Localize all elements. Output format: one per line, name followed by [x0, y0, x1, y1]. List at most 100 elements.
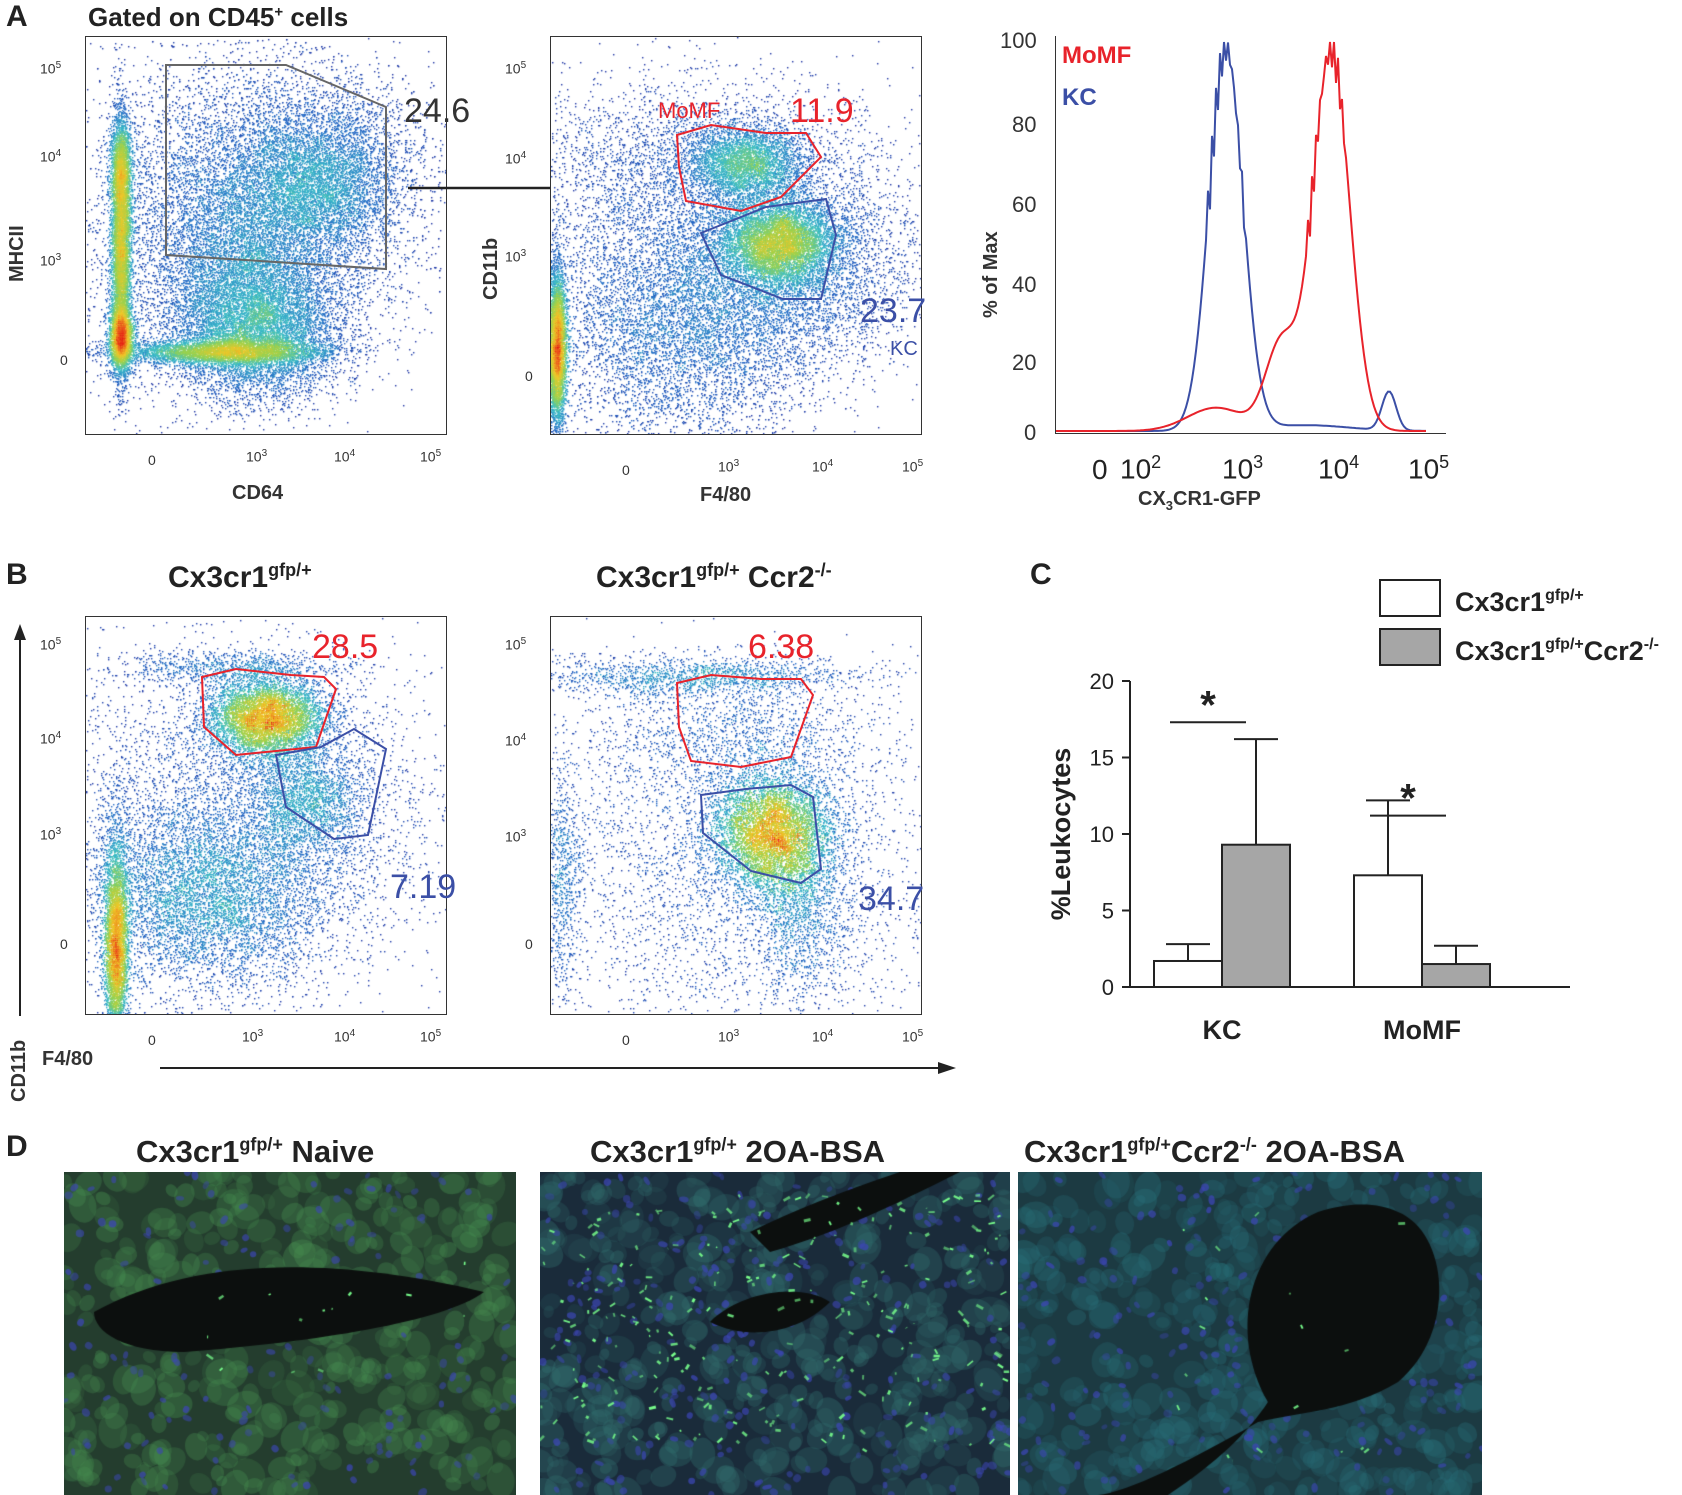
ytick: 0 — [525, 936, 533, 952]
density-scatter — [86, 617, 446, 1014]
ytick: 0 — [525, 368, 533, 384]
xtick: 0 — [148, 452, 156, 468]
panel-letter-a: A — [6, 0, 28, 33]
panel-letter-d: D — [6, 1130, 28, 1163]
y-tick-label: 15 — [1090, 746, 1114, 771]
xtick: 105 — [420, 1028, 442, 1045]
category-label: KC — [1203, 1015, 1242, 1045]
y-tick-label: 20 — [1090, 669, 1114, 694]
gate-overlay — [675, 673, 823, 885]
histogram-curves — [1056, 41, 1426, 432]
ytick: 0 — [60, 352, 68, 368]
xtick: 103 — [1222, 452, 1264, 485]
kc-gate-value: 23.7 — [860, 292, 927, 330]
ytick: 40 — [1012, 272, 1037, 297]
momf-gate-value: 11.9 — [790, 92, 854, 130]
xlabel: CD64 — [232, 482, 284, 504]
density-scatter — [551, 617, 921, 1014]
xtick: 104 — [1318, 452, 1360, 485]
legend-kc: KC — [1062, 84, 1097, 111]
xtick: 105 — [902, 458, 924, 475]
momf-gate-value: 6.38 — [748, 628, 815, 666]
micrograph-ko-2oa-bsa — [1018, 1172, 1482, 1495]
xtick: 0 — [622, 1032, 630, 1048]
ytick: 104 — [505, 732, 527, 749]
density-scatter — [551, 37, 921, 434]
xtick: 104 — [334, 448, 356, 465]
ytick: 20 — [1012, 350, 1037, 375]
gate-overlay — [675, 123, 838, 300]
gate-overlay — [165, 64, 387, 271]
panel-b-title-ko: Cx3cr1gfp/+ Ccr2-/- — [596, 560, 832, 594]
ylabel: CD11b — [8, 1039, 30, 1102]
legend-label-wt: Cx3cr1gfp/+ — [1455, 587, 1584, 617]
gate-value: 24.6 — [404, 92, 471, 130]
significance-star: * — [1400, 777, 1416, 821]
leukocyte-bar-chart: Cx3cr1gfp/+ Cx3cr1gfp/+Ccr2-/- 05101520 … — [1046, 579, 1659, 1045]
momf-gate-label: MoMF — [658, 98, 721, 123]
xtick: 103 — [242, 1028, 264, 1045]
chart-legend: Cx3cr1gfp/+ Cx3cr1gfp/+Ccr2-/- — [1379, 579, 1659, 666]
xtick: 105 — [902, 1028, 924, 1045]
bar-kc-1 — [1221, 843, 1291, 988]
ytick: 105 — [40, 636, 62, 653]
ytick: 0 — [60, 936, 68, 952]
ytick: 105 — [505, 60, 527, 77]
panel-letter-c: C — [1030, 558, 1052, 591]
gate-overlay — [200, 667, 388, 841]
y-axis-label: %Leukocytes — [1046, 748, 1076, 921]
xlabel: F4/80 — [42, 1048, 94, 1070]
chart-axes: 0 5 10 15 20 — [1090, 669, 1570, 1000]
ytick: 105 — [505, 636, 527, 653]
xtick: 103 — [246, 448, 268, 465]
legend-swatch-ko — [1379, 628, 1441, 666]
legend-label-ko: Cx3cr1gfp/+Ccr2-/- — [1455, 636, 1659, 666]
momf-curve — [1056, 41, 1426, 432]
momf-gate — [200, 667, 338, 757]
flow-plot-cd64-mhcii — [85, 36, 447, 435]
cx3cr1-histogram — [1055, 36, 1446, 434]
gating-title: Gated on CD45+ cells — [88, 2, 349, 32]
ylabel: % of Max — [980, 231, 1002, 318]
xtick: 104 — [334, 1028, 356, 1045]
y-tick-label: 10 — [1090, 822, 1114, 847]
micrograph-image — [64, 1172, 516, 1495]
bar-momf-1 — [1421, 963, 1491, 988]
bar-momf-0 — [1353, 874, 1423, 988]
y-tick-label: 0 — [1102, 975, 1114, 1000]
xlabel: CX3CR1-GFP — [1138, 488, 1261, 513]
momf-gate — [675, 123, 823, 213]
ytick: 104 — [505, 150, 527, 167]
micrograph-2oa-bsa — [540, 1172, 1010, 1495]
xtick: 0 — [622, 462, 630, 478]
momf-gate — [675, 673, 815, 769]
kc-gate — [699, 783, 823, 885]
xlabel: F4/80 — [700, 484, 752, 506]
xtick: 0 — [1092, 454, 1108, 485]
ytick: 100 — [1000, 28, 1037, 53]
kc-curve — [1056, 41, 1426, 432]
kc-gate — [699, 197, 838, 300]
xtick: 104 — [812, 458, 834, 475]
xtick: 104 — [812, 1028, 834, 1045]
xtick: 105 — [1408, 452, 1450, 485]
panel-b-title-wt: Cx3cr1gfp/+ — [168, 560, 312, 594]
xtick: 102 — [1120, 452, 1162, 485]
ytick: 104 — [40, 148, 62, 165]
micrograph-naive — [64, 1172, 516, 1495]
micrograph-image — [540, 1172, 1010, 1495]
kc-gate-value: 34.7 — [858, 880, 925, 918]
flow-plot-f480-cd11b — [550, 36, 922, 435]
xtick: 103 — [718, 458, 740, 475]
ytick: 103 — [40, 252, 62, 269]
micrograph-title-ko-2oa: Cx3cr1gfp/+Ccr2-/- 2OA-BSA — [1024, 1134, 1405, 1169]
category-label: MoMF — [1383, 1015, 1461, 1045]
bar-kc-0 — [1153, 959, 1223, 988]
significance-star: * — [1200, 683, 1216, 727]
kc-gate — [274, 727, 388, 841]
ytick: 104 — [40, 730, 62, 747]
ytick: 103 — [40, 826, 62, 843]
micrograph-image — [1018, 1172, 1482, 1495]
flow-plot-wt — [85, 616, 447, 1015]
legend-momf: MoMF — [1062, 42, 1132, 69]
